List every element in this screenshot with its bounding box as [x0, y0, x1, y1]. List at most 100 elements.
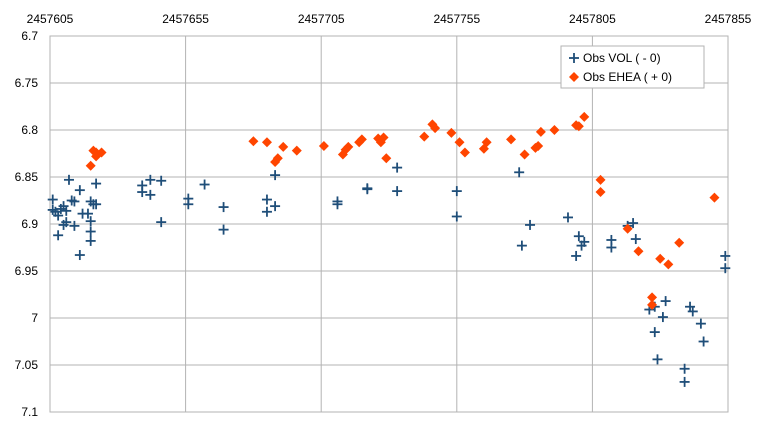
data-point-plus [91, 178, 102, 189]
data-point-diamond [573, 121, 584, 132]
legend-item: Obs EHEA ( + 0) [569, 70, 672, 84]
x-tick-label: 2457855 [705, 12, 752, 26]
data-point-plus [69, 196, 80, 207]
legend-label: Obs EHEA ( + 0) [583, 70, 672, 84]
data-point-diamond [248, 136, 259, 147]
legend: Obs VOL ( - 0) Obs EHEA ( + 0) [560, 45, 705, 89]
data-point-plus [218, 224, 229, 235]
data-point-diamond [709, 192, 720, 203]
data-point-plus [695, 318, 706, 329]
y-tick-label: 7.1 [21, 405, 38, 419]
data-point-plus [332, 196, 343, 207]
data-point-diamond [261, 137, 272, 148]
x-tick-label: 2457605 [27, 12, 74, 26]
series-obs-ehea [85, 111, 720, 310]
y-tick-label: 6.75 [15, 76, 39, 90]
data-point-plus [270, 201, 281, 212]
x-tick-label: 2457655 [162, 12, 209, 26]
x-tick-label: 2457755 [433, 12, 480, 26]
data-point-plus [562, 212, 573, 223]
y-tick-label: 6.8 [21, 123, 38, 137]
grid [49, 35, 729, 413]
data-point-plus [183, 199, 194, 210]
data-point-plus [53, 210, 64, 221]
data-point-diamond [569, 72, 579, 82]
y-tick-label: 7.05 [15, 358, 39, 372]
legend-box [560, 45, 705, 89]
data-point-plus [69, 220, 80, 231]
y-tick-label: 6.7 [21, 29, 38, 43]
x-tick-labels: 2457605 2457655 2457705 2457755 2457805 24578… [27, 12, 752, 26]
data-point-plus [606, 242, 617, 253]
data-point-plus [47, 194, 58, 205]
data-point-diamond [674, 237, 685, 248]
data-point-diamond [647, 292, 658, 303]
y-tick-label: 7 [31, 311, 38, 325]
data-point-plus [145, 174, 156, 185]
data-point-diamond [663, 259, 674, 270]
data-point-plus [218, 202, 229, 213]
data-point-plus [362, 184, 373, 195]
data-point-plus [720, 263, 731, 274]
data-point-diamond [481, 137, 492, 148]
data-point-plus [451, 186, 462, 197]
data-point-diamond [533, 140, 544, 151]
data-point-plus [525, 219, 536, 230]
data-point-diamond [595, 174, 606, 185]
data-point-diamond [579, 111, 590, 122]
data-point-diamond [85, 160, 96, 171]
data-point-plus [687, 306, 698, 317]
data-point-plus [91, 199, 102, 210]
data-point-diamond [343, 141, 354, 152]
data-point-diamond [622, 223, 633, 234]
data-point-plus [660, 296, 671, 307]
data-point-plus [392, 186, 403, 197]
data-point-diamond [519, 149, 530, 160]
data-point-plus [270, 170, 281, 181]
data-point-diamond [595, 187, 606, 198]
data-point-diamond [318, 140, 329, 151]
data-point-plus [63, 174, 74, 185]
data-point-plus [451, 211, 462, 222]
x-tick-label: 2457705 [298, 12, 345, 26]
data-point-plus [61, 205, 72, 216]
data-point-plus [657, 312, 668, 323]
data-point-plus [137, 187, 148, 198]
data-point-plus [698, 336, 709, 347]
x-tick-label: 2457805 [569, 12, 616, 26]
data-point-plus [61, 217, 72, 228]
legend-item: Obs VOL ( - 0) [569, 51, 661, 65]
data-point-diamond [655, 253, 666, 264]
data-point-diamond [549, 125, 560, 135]
data-point-diamond [96, 147, 107, 158]
data-point-plus [74, 185, 85, 196]
data-series [47, 111, 731, 387]
data-point-diamond [378, 132, 389, 143]
series-obs-vol [47, 162, 731, 387]
data-point-diamond [381, 153, 392, 164]
data-point-plus [199, 179, 210, 190]
data-point-plus [569, 53, 579, 63]
legend-label: Obs VOL ( - 0) [583, 51, 661, 65]
data-point-plus [679, 376, 690, 387]
data-point-diamond [91, 147, 102, 158]
data-point-plus [261, 206, 272, 217]
data-point-plus [514, 167, 525, 178]
data-point-diamond [291, 145, 302, 156]
data-point-plus [579, 236, 590, 247]
data-point-diamond [459, 147, 470, 158]
y-tick-labels: 6.7 6.75 6.8 6.85 6.9 6.95 7 7.05 7.1 [15, 29, 39, 419]
y-tick-label: 6.85 [15, 170, 39, 184]
data-point-plus [74, 250, 85, 261]
data-point-diamond [419, 131, 430, 142]
data-point-diamond [272, 153, 283, 164]
data-point-plus [392, 162, 403, 173]
data-point-plus [145, 189, 156, 200]
data-point-diamond [647, 299, 658, 310]
data-point-diamond [356, 134, 367, 145]
data-point-plus [85, 216, 96, 227]
data-point-plus [571, 250, 582, 261]
data-point-plus [720, 250, 731, 261]
